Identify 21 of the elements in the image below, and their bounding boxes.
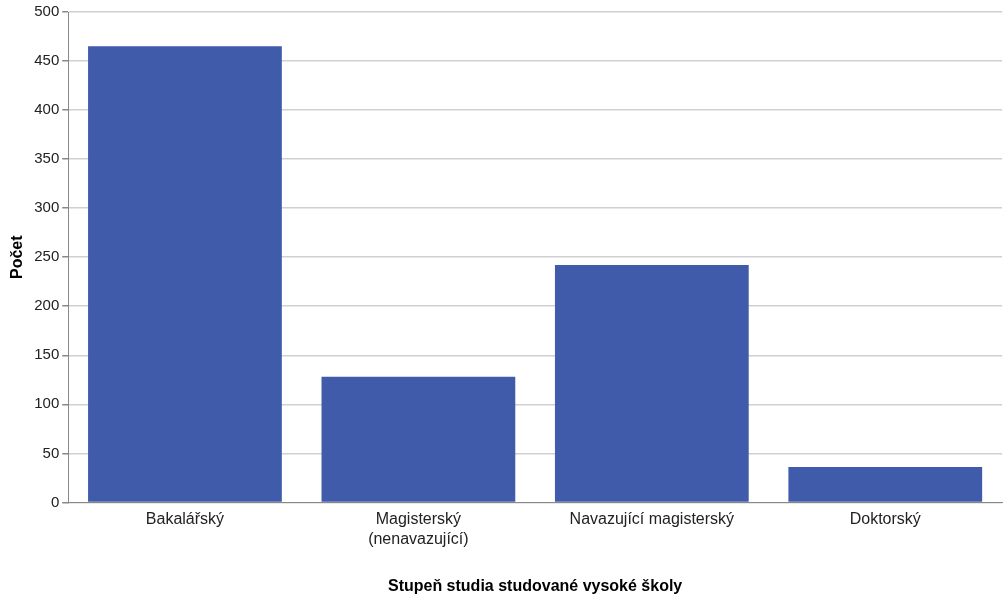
y-tick-label: 100 bbox=[34, 394, 60, 412]
y-tick-label: 50 bbox=[42, 443, 60, 461]
y-tick-label: 200 bbox=[34, 296, 60, 314]
bar bbox=[554, 265, 749, 502]
y-tick-label: 450 bbox=[34, 51, 60, 69]
x-axis-title: Stupeň studia studované vysoké školy bbox=[387, 576, 683, 594]
x-tick-label: Magisterský (nenavazující) bbox=[368, 510, 469, 547]
x-tick-label: Doktorský bbox=[849, 510, 921, 528]
y-tick-label: 500 bbox=[34, 2, 60, 20]
x-tick-label: Bakalářský bbox=[145, 510, 225, 528]
bar bbox=[321, 376, 516, 502]
bar bbox=[88, 46, 282, 502]
y-axis-title: Počet bbox=[8, 234, 26, 279]
y-tick-label: 400 bbox=[34, 100, 60, 118]
y-tick-label: 0 bbox=[50, 492, 60, 510]
bar bbox=[788, 467, 983, 502]
y-tick-label: 150 bbox=[34, 345, 60, 363]
x-tick-label: Navazující magisterský bbox=[569, 510, 735, 528]
y-tick-label: 250 bbox=[34, 247, 60, 265]
y-tick-label: 350 bbox=[34, 149, 60, 167]
y-tick-label: 300 bbox=[34, 198, 60, 216]
